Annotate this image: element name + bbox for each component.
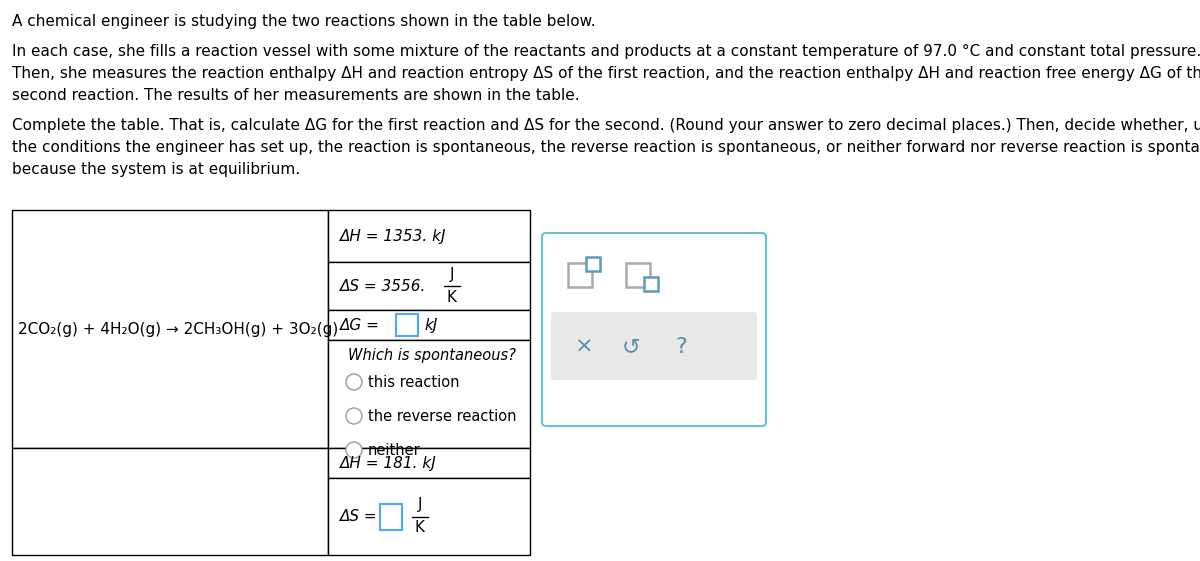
- Text: second reaction. The results of her measurements are shown in the table.: second reaction. The results of her meas…: [12, 88, 580, 103]
- Circle shape: [346, 442, 362, 458]
- Bar: [328, 478, 530, 555]
- Bar: [328, 310, 530, 340]
- Bar: [626, 263, 650, 287]
- Text: ΔH = 1353. kJ: ΔH = 1353. kJ: [340, 228, 446, 243]
- Text: K: K: [446, 290, 457, 305]
- Text: ΔS = 3556.: ΔS = 3556.: [340, 278, 426, 293]
- Text: ×: ×: [575, 337, 593, 357]
- Text: A chemical engineer is studying the two reactions shown in the table below.: A chemical engineer is studying the two …: [12, 14, 595, 29]
- Text: J: J: [450, 267, 455, 282]
- Bar: [328, 340, 530, 448]
- Bar: [328, 210, 530, 262]
- Text: ΔS =: ΔS =: [340, 509, 383, 524]
- Bar: [328, 448, 530, 478]
- Bar: [380, 504, 402, 530]
- Text: kJ: kJ: [424, 318, 437, 333]
- Text: Then, she measures the reaction enthalpy ΔH and reaction entropy ΔS of the first: Then, she measures the reaction enthalpy…: [12, 66, 1200, 81]
- Bar: [12, 448, 328, 555]
- Bar: [328, 262, 530, 310]
- FancyBboxPatch shape: [542, 233, 766, 426]
- Text: ↺: ↺: [622, 337, 641, 357]
- Text: the conditions the engineer has set up, the reaction is spontaneous, the ​revers: the conditions the engineer has set up, …: [12, 140, 1200, 155]
- Text: this reaction: this reaction: [368, 375, 460, 389]
- Text: the reverse reaction: the reverse reaction: [368, 408, 516, 424]
- Text: ΔG =: ΔG =: [340, 318, 385, 333]
- Bar: [12, 210, 328, 448]
- Text: In each case, she fills a reaction vessel with some mixture of the reactants and: In each case, she fills a reaction vesse…: [12, 44, 1200, 59]
- Text: Which is spontaneous?: Which is spontaneous?: [348, 348, 516, 363]
- Text: J: J: [418, 498, 422, 513]
- Text: because the system is at equilibrium.: because the system is at equilibrium.: [12, 162, 300, 177]
- Bar: [644, 277, 658, 291]
- Circle shape: [346, 374, 362, 390]
- Bar: [396, 314, 418, 336]
- Text: 2CO₂(g) + 4H₂O(g) → 2CH₃OH(g) + 3O₂(g): 2CO₂(g) + 4H₂O(g) → 2CH₃OH(g) + 3O₂(g): [18, 321, 338, 337]
- Text: K: K: [415, 521, 425, 536]
- Bar: [568, 263, 592, 287]
- Text: ΔH = 181. kJ: ΔH = 181. kJ: [340, 456, 437, 471]
- Text: Complete the table. That is, calculate ΔG for the first reaction and ΔS for the : Complete the table. That is, calculate Δ…: [12, 118, 1200, 133]
- Text: ?: ?: [676, 337, 686, 357]
- Text: neither: neither: [368, 443, 421, 458]
- FancyBboxPatch shape: [551, 312, 757, 380]
- Bar: [586, 257, 600, 271]
- Circle shape: [346, 408, 362, 424]
